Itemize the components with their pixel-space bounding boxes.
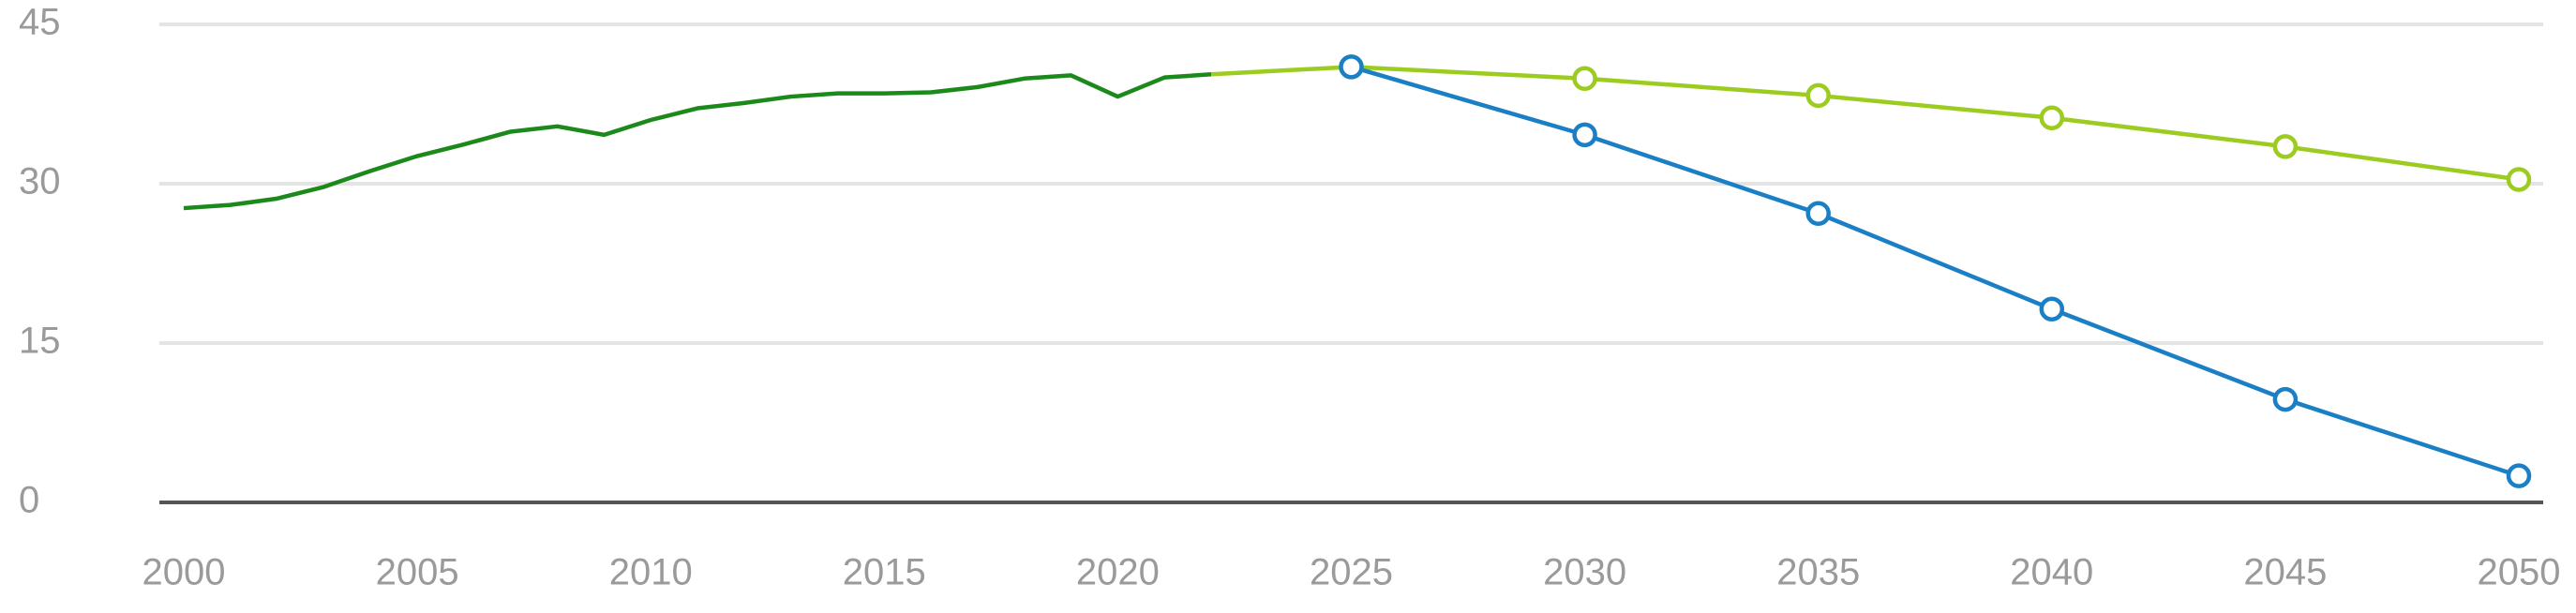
x-tick-label: 2005 (376, 552, 459, 593)
x-tick-label: 2015 (843, 552, 926, 593)
point-marker (2272, 386, 2299, 412)
point-marker (1572, 122, 1597, 148)
series-line (1350, 65, 2520, 478)
series-line (183, 72, 1212, 211)
point-marker (1339, 54, 1364, 80)
y-tick-label: 45 (19, 2, 61, 43)
point-marker (2506, 167, 2532, 192)
y-tick-label: 15 (19, 321, 61, 362)
x-tick-label: 2030 (1543, 552, 1626, 593)
point-marker (2039, 296, 2065, 321)
x-tick-label: 2020 (1076, 552, 1160, 593)
point-marker (2506, 463, 2532, 488)
point-marker (1572, 66, 1597, 92)
y-tick-label: 0 (19, 480, 39, 521)
point-marker (1805, 82, 1831, 109)
x-tick-label: 2025 (1310, 552, 1393, 593)
x-tick-label: 2040 (2010, 552, 2093, 593)
x-tick-label: 2035 (1776, 552, 1860, 593)
y-tick-label: 30 (19, 161, 61, 202)
point-marker (2039, 105, 2065, 130)
x-tick-label: 2050 (2478, 552, 2561, 593)
x-tick-label: 2045 (2243, 552, 2327, 593)
point-marker (2272, 134, 2299, 159)
point-marker (1805, 201, 1831, 226)
x-tick-label: 2000 (142, 552, 226, 593)
x-tick-label: 2010 (609, 552, 693, 593)
